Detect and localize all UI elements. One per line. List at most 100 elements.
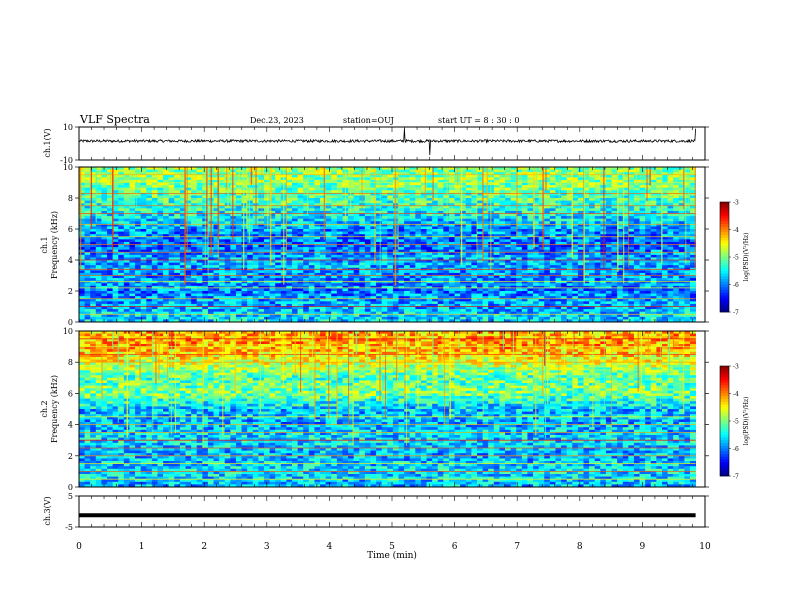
ch1-spectrogram-cell: [123, 210, 130, 214]
ch1-spectrogram-cell: [320, 309, 327, 313]
ch1-spectrogram-cell: [376, 221, 383, 225]
ch1-spectrogram-cell: [426, 257, 433, 261]
ch1-spectrogram-cell: [112, 177, 119, 181]
ch1-spectrogram-cell: [381, 319, 388, 323]
ch1-spectrogram-cell: [454, 234, 461, 238]
ch1-spectrogram-cell: [499, 167, 506, 170]
ch1-spectrogram-cell: [235, 208, 242, 212]
ch1-spectrogram-cell: [448, 291, 455, 294]
ch1-spectrogram-cell: [370, 221, 377, 225]
ch1-spectrogram-cell: [443, 249, 450, 253]
ch1-spectrogram-cell: [505, 231, 512, 235]
ch1-spectrogram-cell: [510, 280, 517, 284]
ch1-spectrogram-cell: [179, 298, 186, 302]
ch1-spectrogram-cell: [292, 172, 299, 176]
ch1-spectrogram-cell: [157, 213, 164, 217]
ch1-spectrogram-cell: [460, 298, 467, 302]
ch1-spectrogram-cell: [465, 167, 472, 170]
ch1-spectrogram-cell: [353, 285, 360, 289]
ch1-spectrogram-cell: [460, 293, 467, 297]
ch1-spectrogram-cell: [482, 187, 489, 191]
ch1-spectrogram-cell: [432, 314, 439, 318]
ch1-spectrogram-cell: [320, 172, 327, 176]
ch1-spectrogram-cell: [493, 190, 500, 194]
ch1-spectrogram-cell: [196, 260, 203, 263]
ch1-spectrogram-cell: [465, 257, 472, 261]
ch1-spectrogram-cell: [286, 303, 293, 307]
ch1-spectrogram-cell: [320, 241, 327, 245]
ch1-spectrogram-cell: [443, 226, 450, 230]
ch1-spectrogram-cell: [123, 296, 130, 300]
ch1-spectrogram-cell: [521, 216, 528, 220]
ch1-spectrogram-cell: [488, 301, 495, 305]
ch1-spectrogram-cell: [516, 244, 523, 248]
ch1-spectrogram-cell: [443, 216, 450, 220]
ch1-spectrogram-cell: [118, 265, 125, 269]
ch1-spectrogram-cell: [230, 291, 237, 294]
ch1-spectrogram-cell: [230, 272, 237, 276]
ch1-spectrogram-cell: [376, 293, 383, 297]
ch1-spectrogram-cell: [437, 249, 444, 253]
ch1-spectrogram-cell: [443, 231, 450, 235]
ch1-spectrogram-cell: [230, 247, 237, 251]
ch1-spectrogram-cell: [168, 231, 175, 235]
ch1-spectrogram-cell: [364, 249, 371, 253]
ch1-spectrogram-cell: [84, 192, 91, 196]
ch1-spectrogram-cell: [521, 182, 528, 186]
ch1-spectrogram-cell: [101, 179, 108, 183]
ch1-spectrogram-cell: [454, 303, 461, 307]
ch1-spectrogram-cell: [297, 285, 304, 289]
ch1-spectrogram-cell: [505, 247, 512, 251]
ch1-spectrogram-cell: [415, 185, 422, 189]
ch1-spectrogram-cell: [303, 192, 310, 196]
ch1-spectrogram-cell: [336, 169, 343, 173]
ch1-spectrogram-cell: [370, 182, 377, 186]
ch1-spectrogram-cell: [516, 280, 523, 284]
date-label: Dec.23, 2023: [250, 116, 304, 125]
ch1-spectrogram-cell: [387, 182, 394, 186]
ch1-spectrogram-cell: [235, 205, 242, 209]
ch1-spectrogram-cell: [84, 285, 91, 289]
ch1-spectrogram-cell: [510, 229, 517, 232]
ch1-spectrogram-cell: [348, 303, 355, 307]
ch1-spectrogram-cell: [454, 278, 461, 282]
ch1-spectrogram-cell: [398, 216, 405, 220]
ch1-spectrogram-cell: [151, 293, 158, 297]
ch1-spectrogram-cell: [415, 296, 422, 300]
ch1-spectrogram-cell: [235, 241, 242, 245]
ch1-spectrogram-cell: [505, 167, 512, 170]
ch1-spectrogram-cell: [135, 262, 142, 266]
ch1-spectrogram-cell: [230, 309, 237, 313]
ch1-spectrogram-cell: [107, 218, 114, 222]
ch1-spectrogram-cell: [353, 167, 360, 170]
ch1-spectrogram-cell: [168, 306, 175, 310]
ch1-spectrogram-cell: [303, 283, 310, 287]
ch1-spectrogram-cell: [286, 182, 293, 186]
ch1-spectrogram-cell: [465, 265, 472, 269]
ch1-spectrogram-cell: [263, 303, 270, 307]
ch1-spectrogram-cell: [516, 301, 523, 305]
ch1-spectrogram-cell: [191, 192, 198, 196]
ch1-spectrogram-cell: [303, 280, 310, 284]
ch1-spectrogram-cell: [314, 187, 321, 191]
ch1-spectrogram-cell: [398, 278, 405, 282]
ch1-spectrogram-cell: [460, 208, 467, 212]
ch1-spectrogram-cell: [174, 205, 181, 209]
ch1-spectrogram-cell: [185, 182, 192, 186]
ch1-spectrogram-cell: [263, 177, 270, 181]
ch1-spectrogram-cell: [196, 306, 203, 310]
ch1-spectrogram-cell: [398, 254, 405, 258]
ch1-spectrogram-cell: [404, 283, 411, 287]
ch1-spectrogram-cell: [129, 265, 136, 269]
ch1-spectrogram-cell: [465, 283, 472, 287]
ch1-spectrogram-cell: [381, 172, 388, 176]
ch1-spectrogram-cell: [151, 231, 158, 235]
ch1-spectrogram-cell: [437, 198, 444, 201]
ch1-spectrogram-cell: [415, 285, 422, 289]
ch1-spectrogram-cell: [465, 272, 472, 276]
ch1-spectrogram-cell: [331, 260, 338, 263]
ch1-spectrogram-cell: [135, 200, 142, 204]
ch1-spectrogram-cell: [387, 311, 394, 315]
ch1-spectrogram-cell: [426, 198, 433, 201]
ch1-spectrogram-cell: [135, 280, 142, 284]
